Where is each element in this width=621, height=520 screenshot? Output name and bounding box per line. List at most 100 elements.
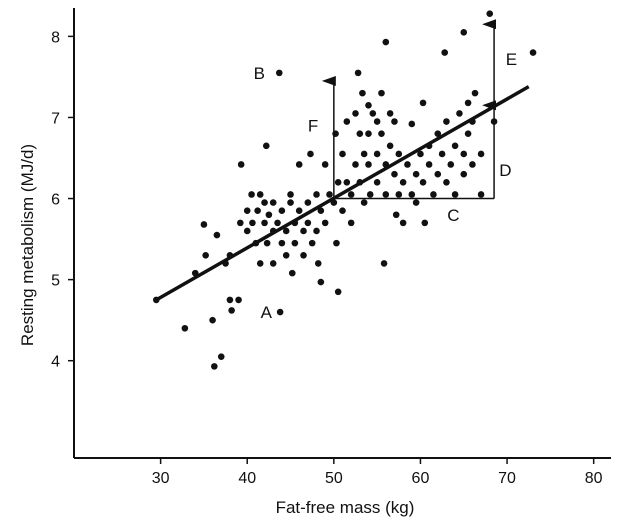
data-point — [447, 161, 455, 168]
data-point — [356, 179, 364, 186]
data-point — [441, 49, 449, 56]
data-point — [382, 38, 390, 46]
data-point — [237, 161, 245, 168]
data-point — [469, 161, 476, 168]
data-point — [359, 89, 366, 97]
data-point — [181, 324, 189, 332]
data-point — [317, 278, 325, 286]
x-tick-label: 80 — [585, 470, 603, 487]
data-point — [365, 130, 372, 137]
x-tick-label: 50 — [325, 470, 343, 487]
data-point — [408, 120, 416, 128]
data-point — [380, 260, 388, 267]
data-point — [295, 207, 303, 215]
data-point — [261, 199, 268, 206]
data-point — [276, 308, 284, 316]
data-point — [352, 110, 359, 117]
data-point — [269, 227, 277, 235]
data-point — [269, 260, 277, 267]
data-point — [386, 110, 394, 117]
data-point — [314, 260, 322, 267]
annotation-label-e: E — [506, 50, 517, 69]
data-point — [347, 191, 355, 198]
data-point — [243, 227, 251, 235]
data-point — [307, 150, 314, 158]
data-point — [399, 219, 407, 227]
data-point — [282, 227, 290, 235]
data-point — [256, 191, 264, 198]
data-point — [391, 170, 398, 178]
data-point — [456, 110, 463, 117]
data-point — [269, 199, 277, 206]
annotation-label-a: A — [261, 303, 273, 322]
data-point — [490, 118, 498, 125]
data-point — [326, 191, 333, 198]
data-point — [300, 251, 307, 259]
data-point — [308, 239, 316, 247]
data-point — [451, 142, 459, 150]
data-point — [202, 251, 209, 259]
data-point — [347, 219, 355, 227]
data-point — [395, 191, 403, 198]
data-point — [392, 211, 400, 219]
data-point — [382, 191, 390, 198]
data-point — [354, 69, 362, 77]
data-point — [209, 316, 216, 324]
data-point — [334, 179, 342, 186]
y-tick-label: 5 — [51, 273, 60, 290]
data-point — [343, 179, 351, 186]
data-point — [451, 191, 459, 198]
data-point — [332, 130, 339, 137]
data-point — [235, 296, 242, 304]
data-point — [419, 179, 427, 186]
data-point — [471, 89, 479, 97]
data-point — [404, 161, 411, 168]
data-point — [395, 150, 403, 158]
data-point — [399, 179, 407, 186]
y-tick-label: 6 — [51, 192, 60, 209]
data-point — [339, 150, 346, 158]
data-point — [373, 118, 381, 125]
data-point — [408, 191, 416, 198]
data-point — [262, 142, 270, 150]
data-point — [254, 207, 261, 215]
data-point — [304, 199, 312, 206]
annotation-label-b: B — [254, 64, 265, 83]
data-point — [373, 179, 381, 186]
y-tick-label: 8 — [51, 29, 60, 46]
data-point — [333, 239, 340, 247]
data-point — [434, 130, 442, 137]
data-point — [365, 161, 372, 168]
data-point — [261, 219, 268, 227]
data-point — [248, 191, 255, 198]
data-point — [275, 69, 283, 77]
data-point — [304, 219, 312, 227]
data-point — [460, 170, 468, 178]
data-point — [291, 239, 299, 247]
data-point — [378, 130, 385, 137]
data-point — [287, 191, 294, 198]
data-point — [321, 219, 329, 227]
data-point — [412, 170, 420, 178]
data-point — [236, 219, 244, 227]
data-point — [300, 227, 307, 235]
data-point — [356, 130, 364, 137]
data-point — [243, 207, 251, 215]
data-point — [529, 49, 537, 56]
data-point — [343, 118, 351, 125]
data-point — [228, 307, 235, 314]
x-tick-label: 60 — [412, 470, 430, 487]
data-point — [486, 10, 494, 17]
data-point — [200, 221, 208, 228]
data-point — [191, 269, 199, 277]
data-point — [438, 150, 446, 158]
x-tick-label: 30 — [152, 470, 170, 487]
data-point — [217, 353, 225, 360]
data-point — [313, 191, 320, 198]
annotation-label-d: D — [499, 161, 511, 180]
x-axis-label: Fat-free mass (kg) — [276, 498, 415, 517]
data-point — [366, 191, 374, 198]
data-point — [274, 219, 281, 227]
data-point — [477, 150, 485, 158]
